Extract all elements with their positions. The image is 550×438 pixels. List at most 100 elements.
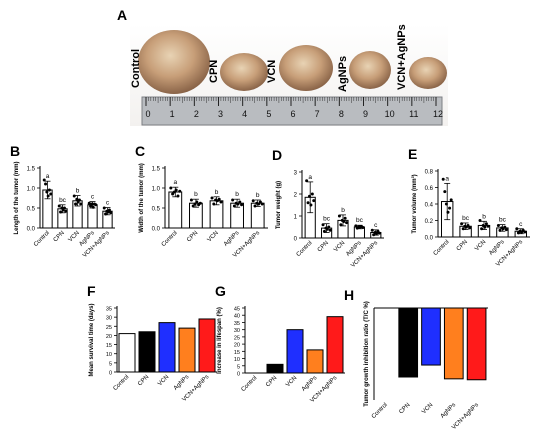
bar bbox=[286, 329, 304, 374]
y-tick-label: 20 bbox=[234, 343, 240, 349]
y-tick-label: 25 bbox=[234, 335, 240, 341]
bar bbox=[326, 316, 344, 374]
data-point bbox=[87, 201, 91, 205]
data-point bbox=[460, 222, 464, 226]
data-point bbox=[57, 204, 61, 208]
data-point bbox=[172, 190, 176, 194]
data-point bbox=[310, 192, 314, 196]
data-point bbox=[195, 200, 199, 204]
y-tick-label: 10 bbox=[106, 352, 112, 358]
data-point bbox=[198, 201, 202, 205]
data-point bbox=[515, 227, 519, 231]
data-point bbox=[231, 198, 235, 202]
category-label: AgNPs bbox=[488, 239, 505, 256]
bar bbox=[466, 307, 487, 381]
y-axis-label: Length of the tumor (mm) bbox=[14, 162, 20, 235]
ruler-number: 0 bbox=[145, 109, 150, 119]
tumor-control-image bbox=[138, 30, 210, 94]
data-point bbox=[339, 223, 343, 227]
panel-e: E 0.0 0.2 0.4 0.6 0.8 Tumor volume (mm³) a Contr… bbox=[408, 146, 530, 268]
category-label: AgNPs bbox=[223, 230, 240, 247]
y-tick-label: 0.5 bbox=[152, 207, 161, 213]
category-label: VCN bbox=[157, 374, 170, 387]
bar bbox=[118, 333, 136, 373]
significance-letter: b bbox=[256, 192, 260, 199]
y-tick-label: 30 bbox=[106, 316, 112, 322]
category-label: Control bbox=[112, 374, 130, 392]
y-tick-label: 0.0 bbox=[425, 236, 434, 242]
data-point bbox=[305, 179, 309, 183]
data-point bbox=[343, 216, 347, 220]
data-point bbox=[377, 231, 381, 235]
significance-letter: bc bbox=[356, 217, 364, 224]
data-point bbox=[240, 203, 244, 207]
significance-letter: b bbox=[215, 189, 219, 196]
y-tick-label: 30 bbox=[234, 328, 240, 334]
data-point bbox=[257, 202, 261, 206]
significance-letter: b bbox=[194, 191, 198, 198]
data-point bbox=[484, 222, 488, 226]
data-point bbox=[79, 202, 83, 206]
data-point bbox=[461, 227, 465, 231]
data-point bbox=[444, 202, 448, 206]
data-point bbox=[212, 202, 216, 206]
significance-letter: b bbox=[76, 188, 80, 195]
significance-letter: a bbox=[46, 173, 50, 180]
data-point bbox=[307, 194, 311, 198]
data-point bbox=[312, 199, 316, 203]
ruler bbox=[141, 96, 443, 126]
data-point bbox=[354, 224, 358, 228]
data-point bbox=[309, 203, 313, 207]
bar bbox=[443, 307, 464, 380]
data-point bbox=[169, 186, 173, 190]
panel-label-a: A bbox=[117, 7, 127, 23]
data-point bbox=[327, 225, 331, 229]
data-point bbox=[219, 200, 223, 204]
y-tick-label: 0 bbox=[237, 372, 240, 378]
data-point bbox=[49, 192, 53, 196]
tumor-agnps-image bbox=[349, 51, 391, 89]
bar bbox=[198, 318, 216, 373]
data-point bbox=[480, 227, 484, 231]
significance-letter: bc bbox=[499, 217, 507, 224]
category-label: CPN bbox=[186, 230, 199, 243]
significance-letter: a bbox=[445, 175, 449, 182]
data-point bbox=[232, 204, 236, 208]
bar bbox=[178, 327, 196, 373]
y-tick-label: 5 bbox=[237, 364, 240, 370]
y-tick-label: 10 bbox=[234, 357, 240, 363]
significance-letter: bc bbox=[323, 216, 331, 223]
data-point bbox=[345, 221, 349, 225]
panel-label: E bbox=[408, 146, 417, 162]
panel-label: D bbox=[272, 147, 282, 163]
category-label: CPN bbox=[53, 230, 66, 243]
significance-letter: c bbox=[106, 200, 110, 207]
data-point bbox=[238, 200, 242, 204]
y-tick-label: 15 bbox=[106, 343, 112, 349]
tumor-label-cpn: CPN bbox=[208, 60, 220, 83]
ruler-number: 12 bbox=[433, 109, 443, 119]
category-label: VCN bbox=[285, 375, 298, 388]
y-tick-label: 3 bbox=[294, 171, 298, 177]
significance-letter: c bbox=[519, 221, 523, 228]
ruler-number: 1 bbox=[170, 109, 175, 119]
y-axis-label: Tumor volume (mm³) bbox=[411, 174, 418, 233]
ruler-number: 5 bbox=[266, 109, 271, 119]
ruler-number: 11 bbox=[409, 109, 418, 119]
tumor-label-control: Control bbox=[130, 49, 142, 88]
ruler-number: 4 bbox=[242, 109, 247, 119]
data-point bbox=[478, 219, 482, 222]
data-point bbox=[174, 188, 178, 192]
y-tick-label: 45 bbox=[234, 307, 240, 313]
y-axis-label: Mean survival time (days) bbox=[89, 303, 95, 376]
data-point bbox=[236, 202, 240, 206]
panel-h: H Tumor growth inhibition ratio (T/C %)Co… bbox=[344, 287, 488, 431]
y-tick-label: 35 bbox=[106, 307, 112, 313]
data-point bbox=[504, 228, 508, 232]
significance-letter: b bbox=[482, 213, 486, 220]
significance-letter: a bbox=[173, 179, 177, 186]
significance-letter: c bbox=[374, 222, 378, 229]
y-tick-label: 2 bbox=[294, 193, 298, 199]
